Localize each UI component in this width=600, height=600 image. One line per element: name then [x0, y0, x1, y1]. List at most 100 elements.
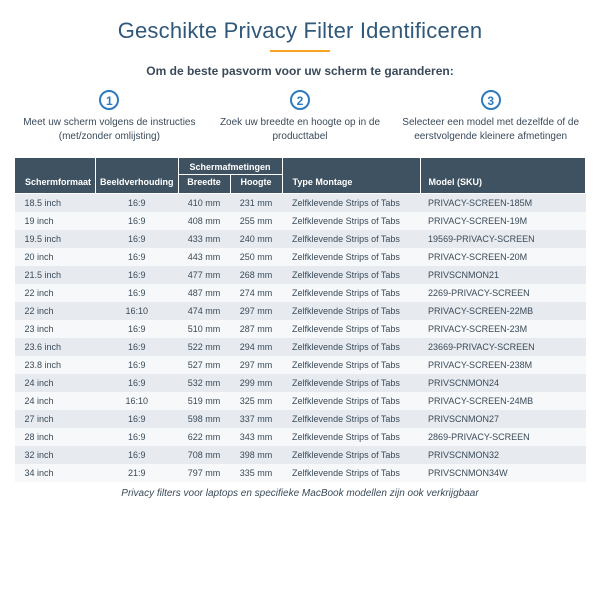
cell-width: 443 mm: [178, 248, 230, 266]
cell-mount: Zelfklevende Strips of Tabs: [282, 392, 420, 410]
table-row: 19 inch16:9408 mm255 mmZelfklevende Stri…: [15, 212, 586, 230]
cell-ratio: 16:9: [96, 410, 179, 428]
cell-width: 598 mm: [178, 410, 230, 428]
cell-size: 28 inch: [15, 428, 96, 446]
cell-ratio: 16:10: [96, 392, 179, 410]
cell-width: 487 mm: [178, 284, 230, 302]
cell-size: 19.5 inch: [15, 230, 96, 248]
cell-sku: PRIVSCNMON34W: [420, 464, 585, 482]
cell-size: 23.6 inch: [15, 338, 96, 356]
cell-mount: Zelfklevende Strips of Tabs: [282, 284, 420, 302]
cell-mount: Zelfklevende Strips of Tabs: [282, 266, 420, 284]
cell-sku: 2269-PRIVACY-SCREEN: [420, 284, 585, 302]
cell-sku: 23669-PRIVACY-SCREEN: [420, 338, 585, 356]
cell-mount: Zelfklevende Strips of Tabs: [282, 248, 420, 266]
cell-sku: PRIVSCNMON32: [420, 446, 585, 464]
cell-sku: PRIVACY-SCREEN-20M: [420, 248, 585, 266]
cell-size: 27 inch: [15, 410, 96, 428]
th-mount: Type Montage: [282, 158, 420, 194]
th-height: Hoogte: [230, 175, 282, 194]
cell-height: 274 mm: [230, 284, 282, 302]
cell-width: 622 mm: [178, 428, 230, 446]
cell-height: 297 mm: [230, 302, 282, 320]
table-row: 32 inch16:9708 mm398 mmZelfklevende Stri…: [15, 446, 586, 464]
cell-ratio: 16:9: [96, 338, 179, 356]
cell-height: 240 mm: [230, 230, 282, 248]
cell-ratio: 16:9: [96, 446, 179, 464]
cell-size: 20 inch: [15, 248, 96, 266]
table-row: 21.5 inch16:9477 mm268 mmZelfklevende St…: [15, 266, 586, 284]
cell-ratio: 16:9: [96, 230, 179, 248]
cell-sku: PRIVSCNMON21: [420, 266, 585, 284]
cell-size: 18.5 inch: [15, 194, 96, 213]
cell-size: 24 inch: [15, 374, 96, 392]
cell-height: 297 mm: [230, 356, 282, 374]
table-row: 23.8 inch16:9527 mm297 mmZelfklevende St…: [15, 356, 586, 374]
table-row: 22 inch16:10474 mm297 mmZelfklevende Str…: [15, 302, 586, 320]
cell-ratio: 16:9: [96, 356, 179, 374]
cell-height: 337 mm: [230, 410, 282, 428]
cell-ratio: 16:9: [96, 284, 179, 302]
cell-width: 474 mm: [178, 302, 230, 320]
table-row: 18.5 inch16:9410 mm231 mmZelfklevende St…: [15, 194, 586, 213]
cell-mount: Zelfklevende Strips of Tabs: [282, 194, 420, 213]
cell-size: 22 inch: [15, 284, 96, 302]
cell-ratio: 21:9: [96, 464, 179, 482]
table-header: Schermformaat Beeldverhouding Schermafme…: [15, 158, 586, 194]
cell-sku: 2869-PRIVACY-SCREEN: [420, 428, 585, 446]
cell-mount: Zelfklevende Strips of Tabs: [282, 302, 420, 320]
cell-height: 398 mm: [230, 446, 282, 464]
cell-width: 408 mm: [178, 212, 230, 230]
cell-height: 287 mm: [230, 320, 282, 338]
cell-sku: PRIVACY-SCREEN-23M: [420, 320, 585, 338]
step-text: Zoek uw breedte en hoogte op in de produ…: [211, 116, 390, 143]
cell-width: 510 mm: [178, 320, 230, 338]
cell-mount: Zelfklevende Strips of Tabs: [282, 230, 420, 248]
cell-mount: Zelfklevende Strips of Tabs: [282, 320, 420, 338]
cell-ratio: 16:9: [96, 194, 179, 213]
cell-sku: PRIVACY-SCREEN-19M: [420, 212, 585, 230]
th-sku: Model (SKU): [420, 158, 585, 194]
cell-sku: PRIVSCNMON27: [420, 410, 585, 428]
table-row: 22 inch16:9487 mm274 mmZelfklevende Stri…: [15, 284, 586, 302]
cell-mount: Zelfklevende Strips of Tabs: [282, 374, 420, 392]
step-number-circle: 2: [290, 90, 310, 110]
cell-height: 343 mm: [230, 428, 282, 446]
cell-height: 250 mm: [230, 248, 282, 266]
cell-width: 708 mm: [178, 446, 230, 464]
cell-height: 268 mm: [230, 266, 282, 284]
cell-mount: Zelfklevende Strips of Tabs: [282, 212, 420, 230]
cell-ratio: 16:9: [96, 212, 179, 230]
cell-width: 797 mm: [178, 464, 230, 482]
th-size: Schermformaat: [15, 158, 96, 194]
product-table: Schermformaat Beeldverhouding Schermafme…: [14, 157, 586, 482]
cell-size: 23.8 inch: [15, 356, 96, 374]
cell-sku: 19569-PRIVACY-SCREEN: [420, 230, 585, 248]
cell-width: 477 mm: [178, 266, 230, 284]
cell-size: 19 inch: [15, 212, 96, 230]
cell-width: 532 mm: [178, 374, 230, 392]
cell-width: 410 mm: [178, 194, 230, 213]
cell-size: 21.5 inch: [15, 266, 96, 284]
cell-mount: Zelfklevende Strips of Tabs: [282, 338, 420, 356]
step-text: Meet uw scherm volgens de instructies (m…: [20, 116, 199, 143]
table-wrapper: Schermformaat Beeldverhouding Schermafme…: [14, 157, 586, 482]
cell-sku: PRIVSCNMON24: [420, 374, 585, 392]
cell-ratio: 16:9: [96, 374, 179, 392]
step-number-circle: 3: [481, 90, 501, 110]
cell-sku: PRIVACY-SCREEN-185M: [420, 194, 585, 213]
cell-height: 294 mm: [230, 338, 282, 356]
cell-mount: Zelfklevende Strips of Tabs: [282, 464, 420, 482]
cell-width: 527 mm: [178, 356, 230, 374]
cell-ratio: 16:9: [96, 320, 179, 338]
cell-height: 231 mm: [230, 194, 282, 213]
th-width: Breedte: [178, 175, 230, 194]
cell-size: 34 inch: [15, 464, 96, 482]
table-row: 23 inch16:9510 mm287 mmZelfklevende Stri…: [15, 320, 586, 338]
step-number-circle: 1: [99, 90, 119, 110]
table-body: 18.5 inch16:9410 mm231 mmZelfklevende St…: [15, 194, 586, 483]
cell-width: 522 mm: [178, 338, 230, 356]
cell-height: 255 mm: [230, 212, 282, 230]
table-row: 19.5 inch16:9433 mm240 mmZelfklevende St…: [15, 230, 586, 248]
table-row: 27 inch16:9598 mm337 mmZelfklevende Stri…: [15, 410, 586, 428]
